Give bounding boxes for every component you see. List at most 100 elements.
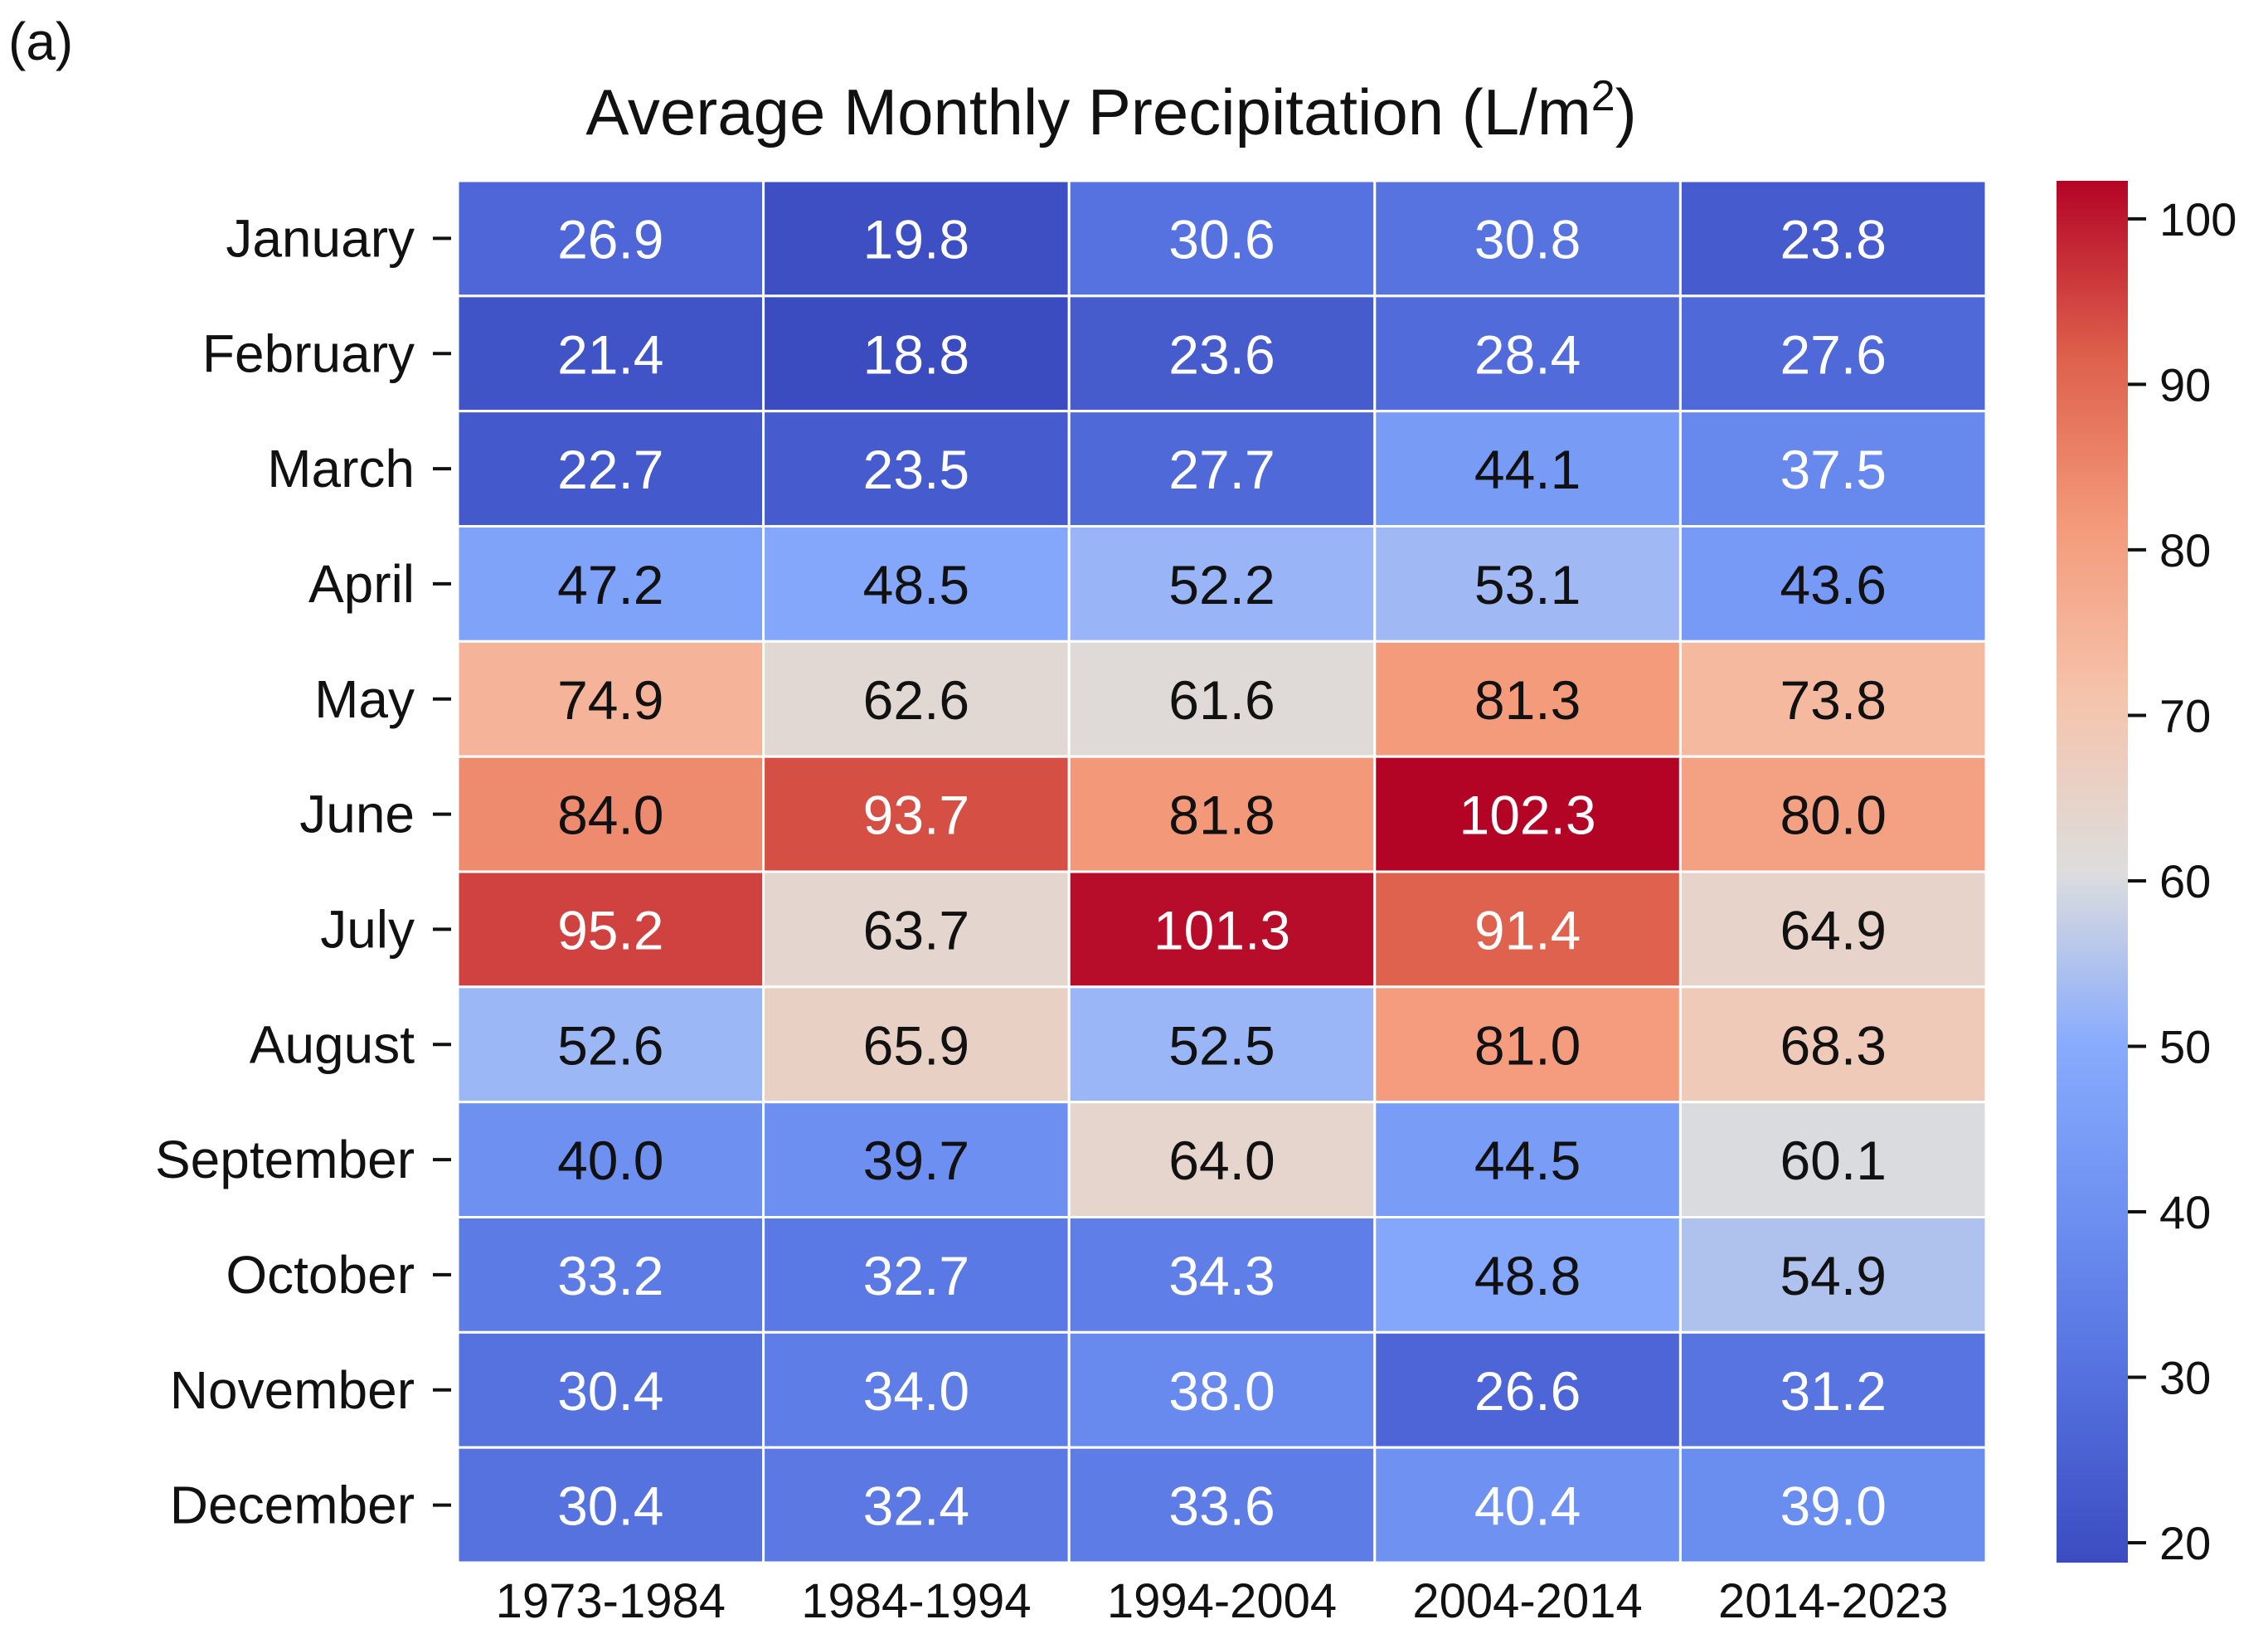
heatmap-cell (1678, 525, 1988, 643)
colorbar-tick-label: 90 (2159, 358, 2211, 411)
heatmap-cell (456, 179, 765, 298)
row-tick-label: February (202, 323, 415, 383)
heatmap-cell (1067, 985, 1377, 1104)
heatmap-cell-label: 80.0 (1780, 785, 1886, 846)
row-tick-label: July (320, 899, 415, 959)
heatmap-cell-label: 44.5 (1474, 1130, 1581, 1191)
row-tick-label: June (299, 785, 415, 844)
colorbar-tick-label: 30 (2159, 1352, 2211, 1404)
heatmap-cell (762, 179, 1071, 298)
heatmap-cell-label: 27.7 (1168, 439, 1275, 500)
heatmap-cell (1678, 1446, 1988, 1564)
heatmap-cell-label: 64.0 (1168, 1130, 1275, 1191)
heatmap-cell (1373, 1216, 1682, 1334)
heatmap-cell (762, 985, 1071, 1104)
heatmap-cell-label: 64.9 (1780, 899, 1886, 960)
heatmap-cell-label: 19.8 (863, 208, 969, 270)
heatmap-cell (762, 525, 1071, 643)
chart-title: Average Monthly Precipitation (L/m2) (585, 72, 1636, 148)
heatmap-cell-label: 33.2 (557, 1245, 663, 1306)
heatmap-cell-label: 31.2 (1780, 1360, 1886, 1422)
heatmap-cell (456, 525, 765, 643)
heatmap-cell (762, 1216, 1071, 1334)
heatmap-cell-label: 32.7 (863, 1245, 969, 1306)
heatmap-cell-label: 95.2 (557, 899, 663, 960)
colorbar-tick-label: 100 (2159, 193, 2236, 246)
colorbar-ticks: 20 30 40 50 60 70 80 90 100 (2128, 193, 2236, 1569)
heatmap-cell (1678, 410, 1988, 528)
heatmap-cell (1067, 294, 1377, 413)
heatmap-cell (762, 639, 1071, 758)
heatmap-cell (1067, 1216, 1377, 1334)
heatmap-cell (1373, 525, 1682, 643)
heatmap-cell (1678, 1216, 1988, 1334)
heatmap-cell (1067, 1101, 1377, 1219)
heatmap-cell (762, 1446, 1071, 1564)
row-tick-label: October (226, 1245, 415, 1305)
colorbar: 20 30 40 50 60 70 80 90 100 (2057, 181, 2236, 1569)
heatmap-cell-label: 28.4 (1474, 323, 1581, 385)
heatmap-cell-label: 18.8 (863, 323, 969, 385)
heatmap-cell-label: 43.6 (1780, 554, 1886, 615)
heatmap-cell-label: 47.2 (557, 554, 663, 615)
heatmap-cell (1373, 985, 1682, 1104)
column-tick-label: 1973-1984 (496, 1574, 726, 1628)
heatmap-cell-label: 34.0 (863, 1360, 969, 1422)
heatmap-cell-label: 38.0 (1168, 1360, 1275, 1422)
heatmap-cell-label: 30.8 (1474, 208, 1581, 270)
heatmap-cell (1067, 755, 1377, 873)
heatmap-cell-labels: 26.9 19.8 30.6 30.8 23.8 21.4 18.8 23.6 28.4 27.6… (557, 208, 1887, 1536)
heatmap-cell (456, 870, 765, 989)
heatmap-cell (1373, 755, 1682, 873)
heatmap-cell (456, 1446, 765, 1564)
heatmap-cell (1067, 639, 1377, 758)
heatmap-cell-label: 60.1 (1780, 1130, 1886, 1191)
heatmap-cell (1678, 294, 1988, 413)
row-tick-label: September (155, 1130, 415, 1189)
chart-title-main: Average Monthly Precipitation (L/m (585, 75, 1591, 148)
heatmap-cell-label: 48.8 (1474, 1245, 1581, 1306)
heatmap-cell-label: 68.3 (1780, 1014, 1886, 1076)
heatmap-cell-label: 22.7 (557, 439, 663, 500)
heatmap-cell-label: 61.6 (1168, 669, 1275, 731)
colorbar-tick-label: 70 (2159, 689, 2211, 742)
row-tick-label: January (226, 208, 415, 268)
heatmap-cell (456, 639, 765, 758)
heatmap-cell-label: 34.3 (1168, 1245, 1275, 1306)
heatmap-cell-label: 102.3 (1459, 785, 1596, 846)
row-tick-label: December (170, 1476, 415, 1535)
heatmap-cell (762, 755, 1071, 873)
row-tick-label: March (267, 439, 415, 498)
heatmap-cell (1067, 525, 1377, 643)
heatmap-cell-label: 32.4 (863, 1476, 969, 1537)
heatmap-cell-label: 81.0 (1474, 1014, 1581, 1076)
heatmap-cell-label: 73.8 (1780, 669, 1886, 731)
heatmap-cell-label: 30.6 (1168, 208, 1275, 270)
column-tick-label: 2004-2014 (1412, 1574, 1642, 1628)
heatmap-cell-label: 30.4 (557, 1360, 663, 1422)
heatmap-cell (1067, 179, 1377, 298)
heatmap-cell (456, 294, 765, 413)
heatmap-cell (1678, 1330, 1988, 1449)
heatmap-cell-label: 44.1 (1474, 439, 1581, 500)
colorbar-tick-label: 80 (2159, 524, 2211, 576)
heatmap-cell-label: 91.4 (1474, 899, 1581, 960)
row-axis: January February March April May June July Augu… (155, 208, 451, 1535)
heatmap-cell-label: 93.7 (863, 785, 969, 846)
heatmap-cell-label: 37.5 (1780, 439, 1886, 500)
heatmap-cell-label: 54.9 (1780, 1245, 1886, 1306)
heatmap-cell-label: 23.5 (863, 439, 969, 500)
heatmap-cell-label: 48.5 (863, 554, 969, 615)
heatmap-cell (1678, 985, 1988, 1104)
colorbar-tick-label: 40 (2159, 1186, 2211, 1238)
heatmap-cell (762, 1101, 1071, 1219)
colorbar-tick-label: 60 (2159, 855, 2211, 907)
heatmap-cell-label: 39.7 (863, 1130, 969, 1191)
heatmap-cell-label: 53.1 (1474, 554, 1581, 615)
heatmap-cell (456, 1330, 765, 1449)
heatmap-cell-label: 39.0 (1780, 1476, 1886, 1537)
heatmap-cell (1373, 179, 1682, 298)
heatmap-cell-label: 52.6 (557, 1014, 663, 1076)
